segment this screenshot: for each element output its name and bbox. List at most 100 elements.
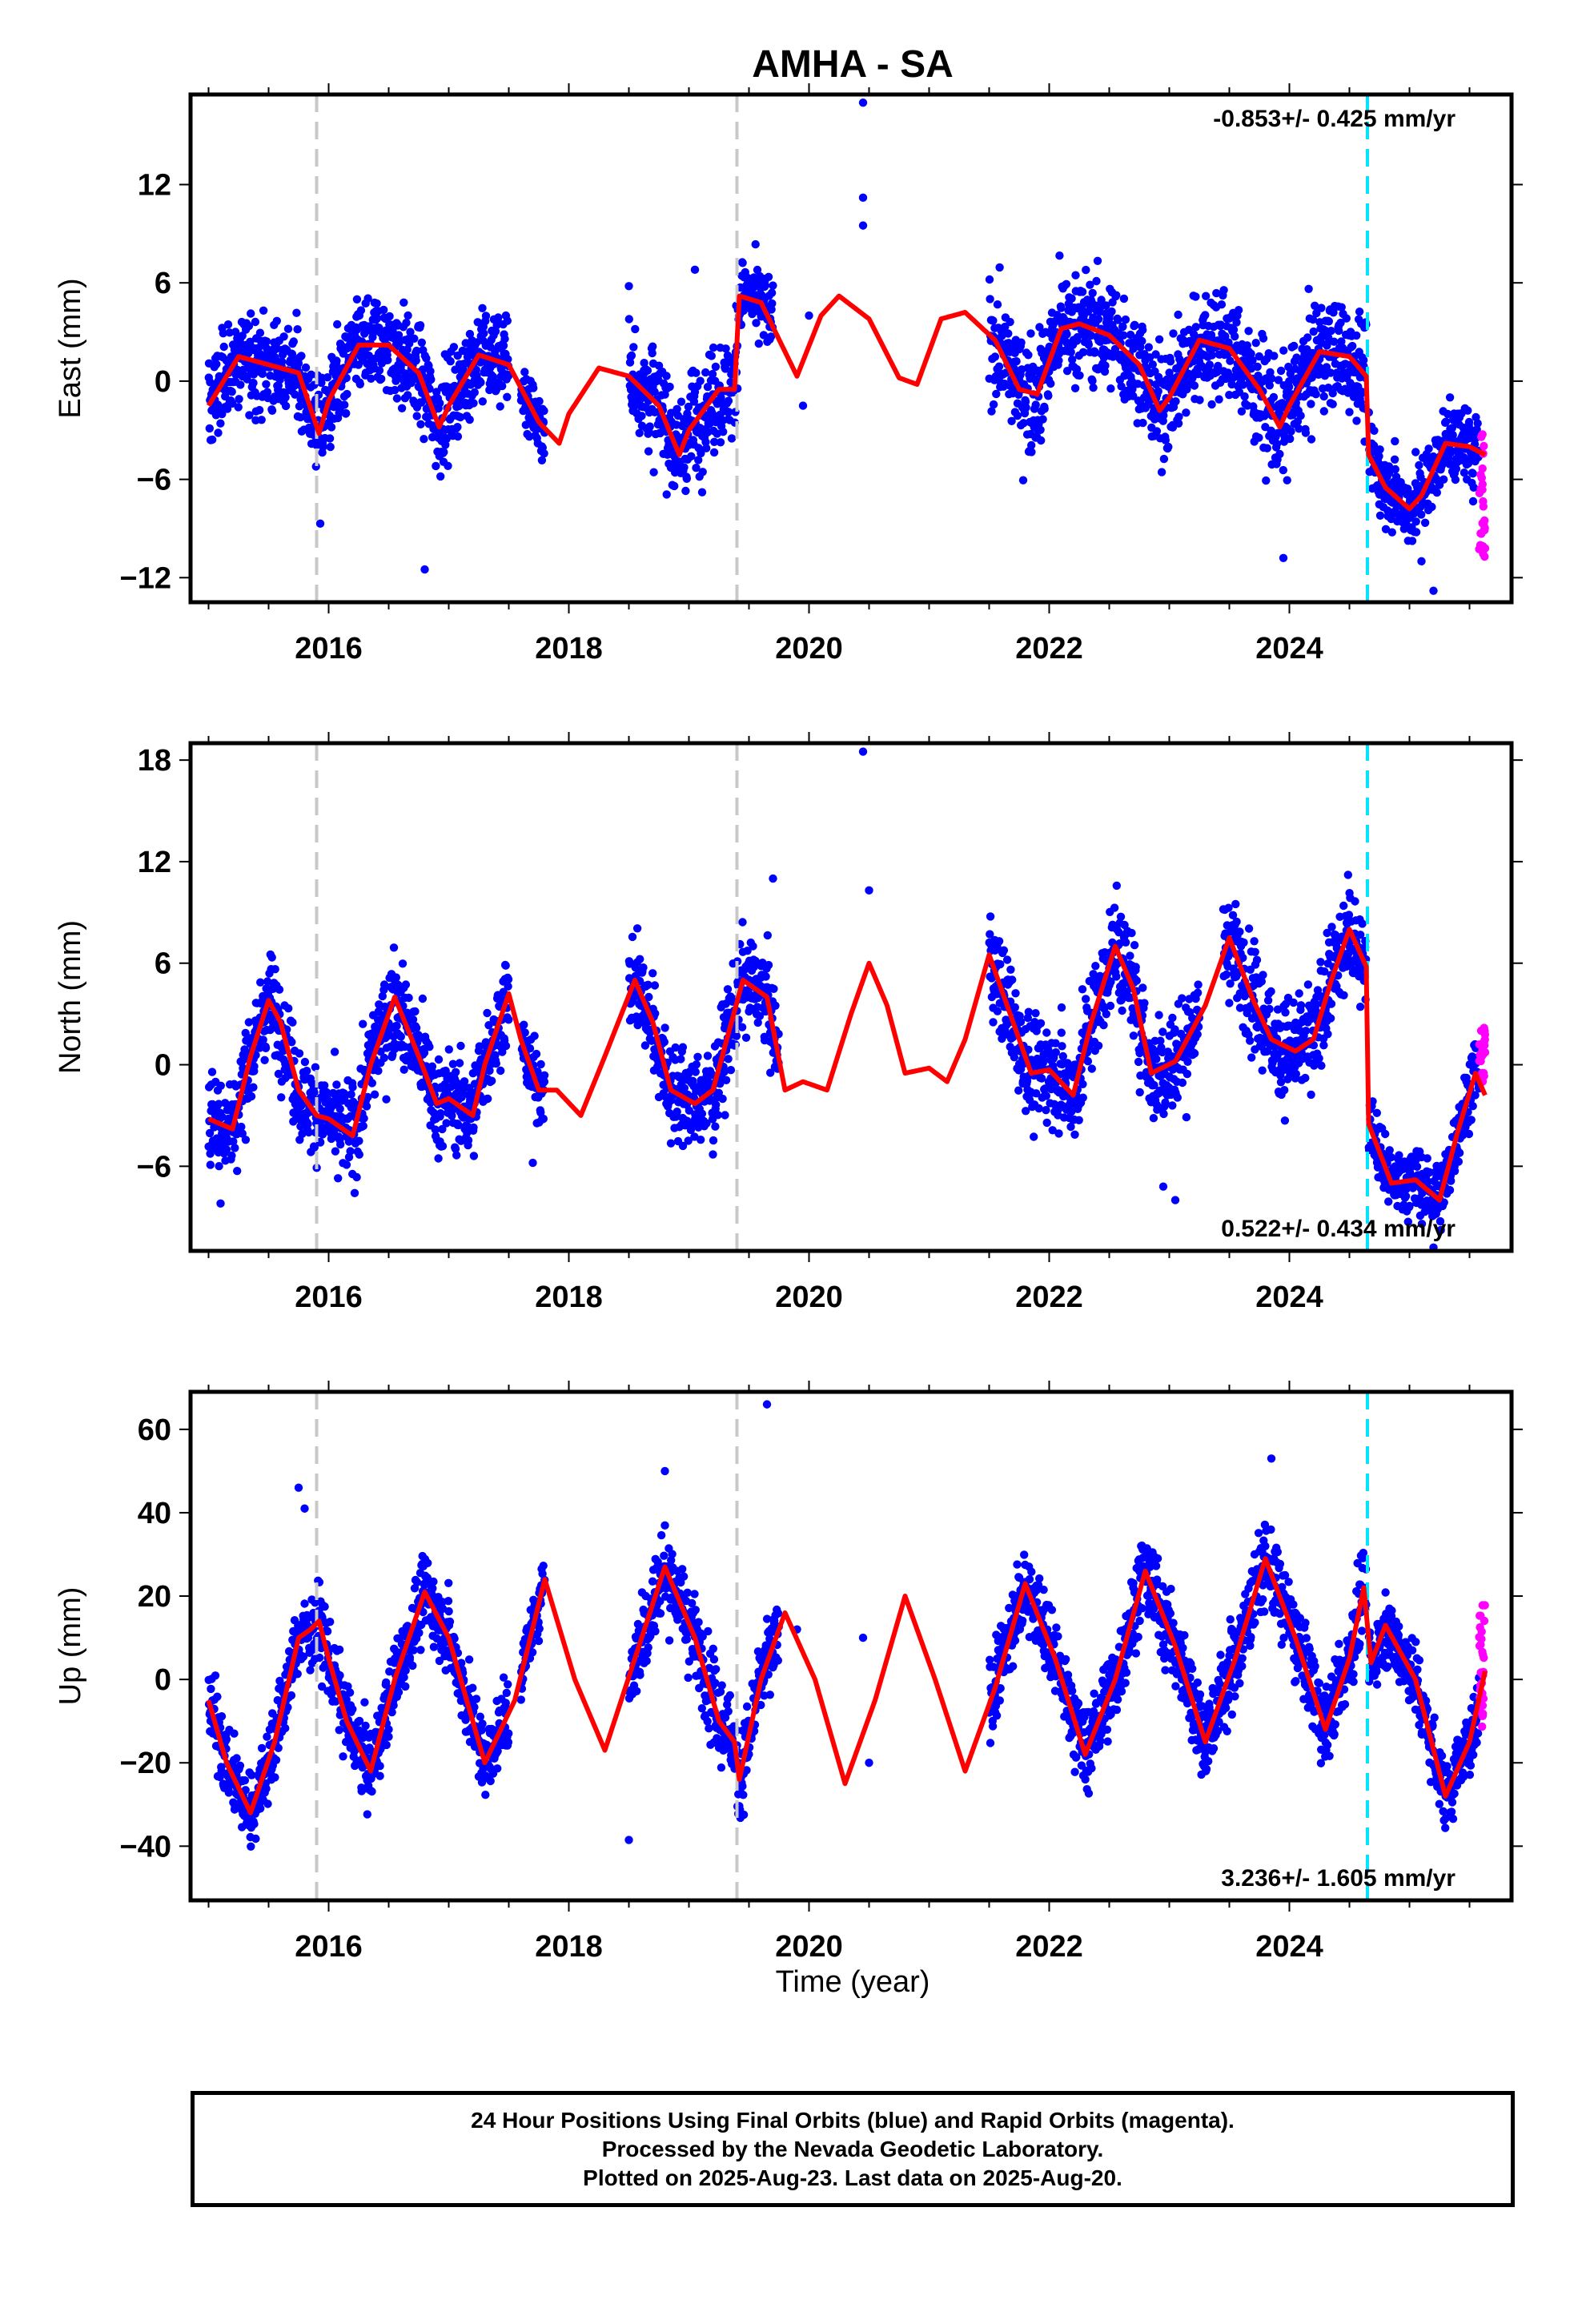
data-point [1384,462,1394,471]
data-point [336,1140,345,1149]
data-point [710,437,719,446]
data-point [244,321,254,331]
data-point [1311,301,1319,310]
data-point [1055,251,1064,260]
data-point [1308,315,1318,324]
data-point [1207,400,1216,409]
data-point [247,309,255,318]
data-point [1212,288,1221,298]
data-point [684,1136,693,1145]
data-point [1073,332,1082,342]
data-point [438,1142,448,1151]
data-point [327,423,336,432]
data-point [1119,294,1129,304]
data-point [455,1059,464,1068]
data-point [696,376,705,385]
data-point [1441,417,1451,426]
data-point [1092,276,1101,286]
data-point [488,1076,496,1085]
data-point [1202,292,1211,300]
data-point [685,1106,693,1115]
data-point [1275,449,1284,459]
data-point [1274,376,1283,384]
data-point [262,337,271,346]
data-point [1004,329,1013,338]
y-tick-label: 12 [138,168,171,202]
data-point [1057,1003,1066,1012]
data-point [478,304,487,312]
data-point [1327,999,1336,1008]
data-point [1157,468,1166,476]
data-point [1301,1073,1310,1083]
data-point [1159,1109,1168,1119]
data-point [1307,400,1315,408]
data-point [1088,288,1097,298]
data-point [1296,411,1305,420]
data-point [1232,917,1241,927]
data-point [1344,911,1354,919]
data-point [1327,327,1335,336]
data-point [494,313,503,322]
data-point [640,359,648,368]
data-point [355,1150,363,1159]
data-point [1114,316,1122,324]
data-point [241,1136,251,1144]
data-point [1024,1007,1034,1016]
data-point [702,1119,711,1128]
data-point-outlier [420,565,429,574]
data-point [1074,1116,1083,1125]
data-point [1276,366,1286,376]
data-point [1130,941,1139,950]
data-point [436,399,444,408]
data-point [304,1128,313,1137]
data-point [392,1021,401,1031]
data-point [1131,963,1140,971]
data-point [389,943,399,952]
data-point-outlier [1429,586,1438,595]
data-point [1451,475,1460,485]
data-point [769,984,778,994]
data-point [1158,1027,1167,1036]
data-point [1217,300,1227,309]
data-point [1439,475,1448,484]
data-point [465,329,475,339]
data-point [989,400,998,409]
data-point [233,1167,242,1176]
data-point [1323,1030,1332,1039]
data-point [649,468,658,476]
data-point [293,325,302,334]
data-point [1019,419,1028,428]
data-point [292,308,301,317]
data-point [1106,977,1115,987]
data-point [1170,1025,1179,1034]
data-point [1194,369,1203,379]
data-point [636,955,644,963]
data-point [1022,403,1030,412]
data-point [697,1136,705,1144]
data-point [1385,468,1394,477]
data-point [356,306,366,315]
data-point [355,1136,363,1145]
data-point [1320,967,1329,976]
data-point [732,1031,741,1040]
data-point [1407,537,1417,545]
data-point [422,354,431,363]
data-point [469,399,478,408]
data-point [400,1065,408,1074]
data-point [1253,362,1262,372]
data-point [1031,1009,1040,1018]
data-point [1259,971,1267,979]
data-point [1110,344,1120,353]
data-point [1319,392,1328,401]
data-point [643,366,652,375]
data-point [709,1136,718,1145]
data-point [1276,1078,1286,1087]
data-point [1251,339,1260,348]
data-point [1303,333,1312,342]
data-point [388,327,397,336]
data-point [258,369,267,378]
data-point [1191,323,1201,332]
data-point [362,1102,371,1111]
data-point [1283,476,1291,485]
data-point [628,996,637,1005]
